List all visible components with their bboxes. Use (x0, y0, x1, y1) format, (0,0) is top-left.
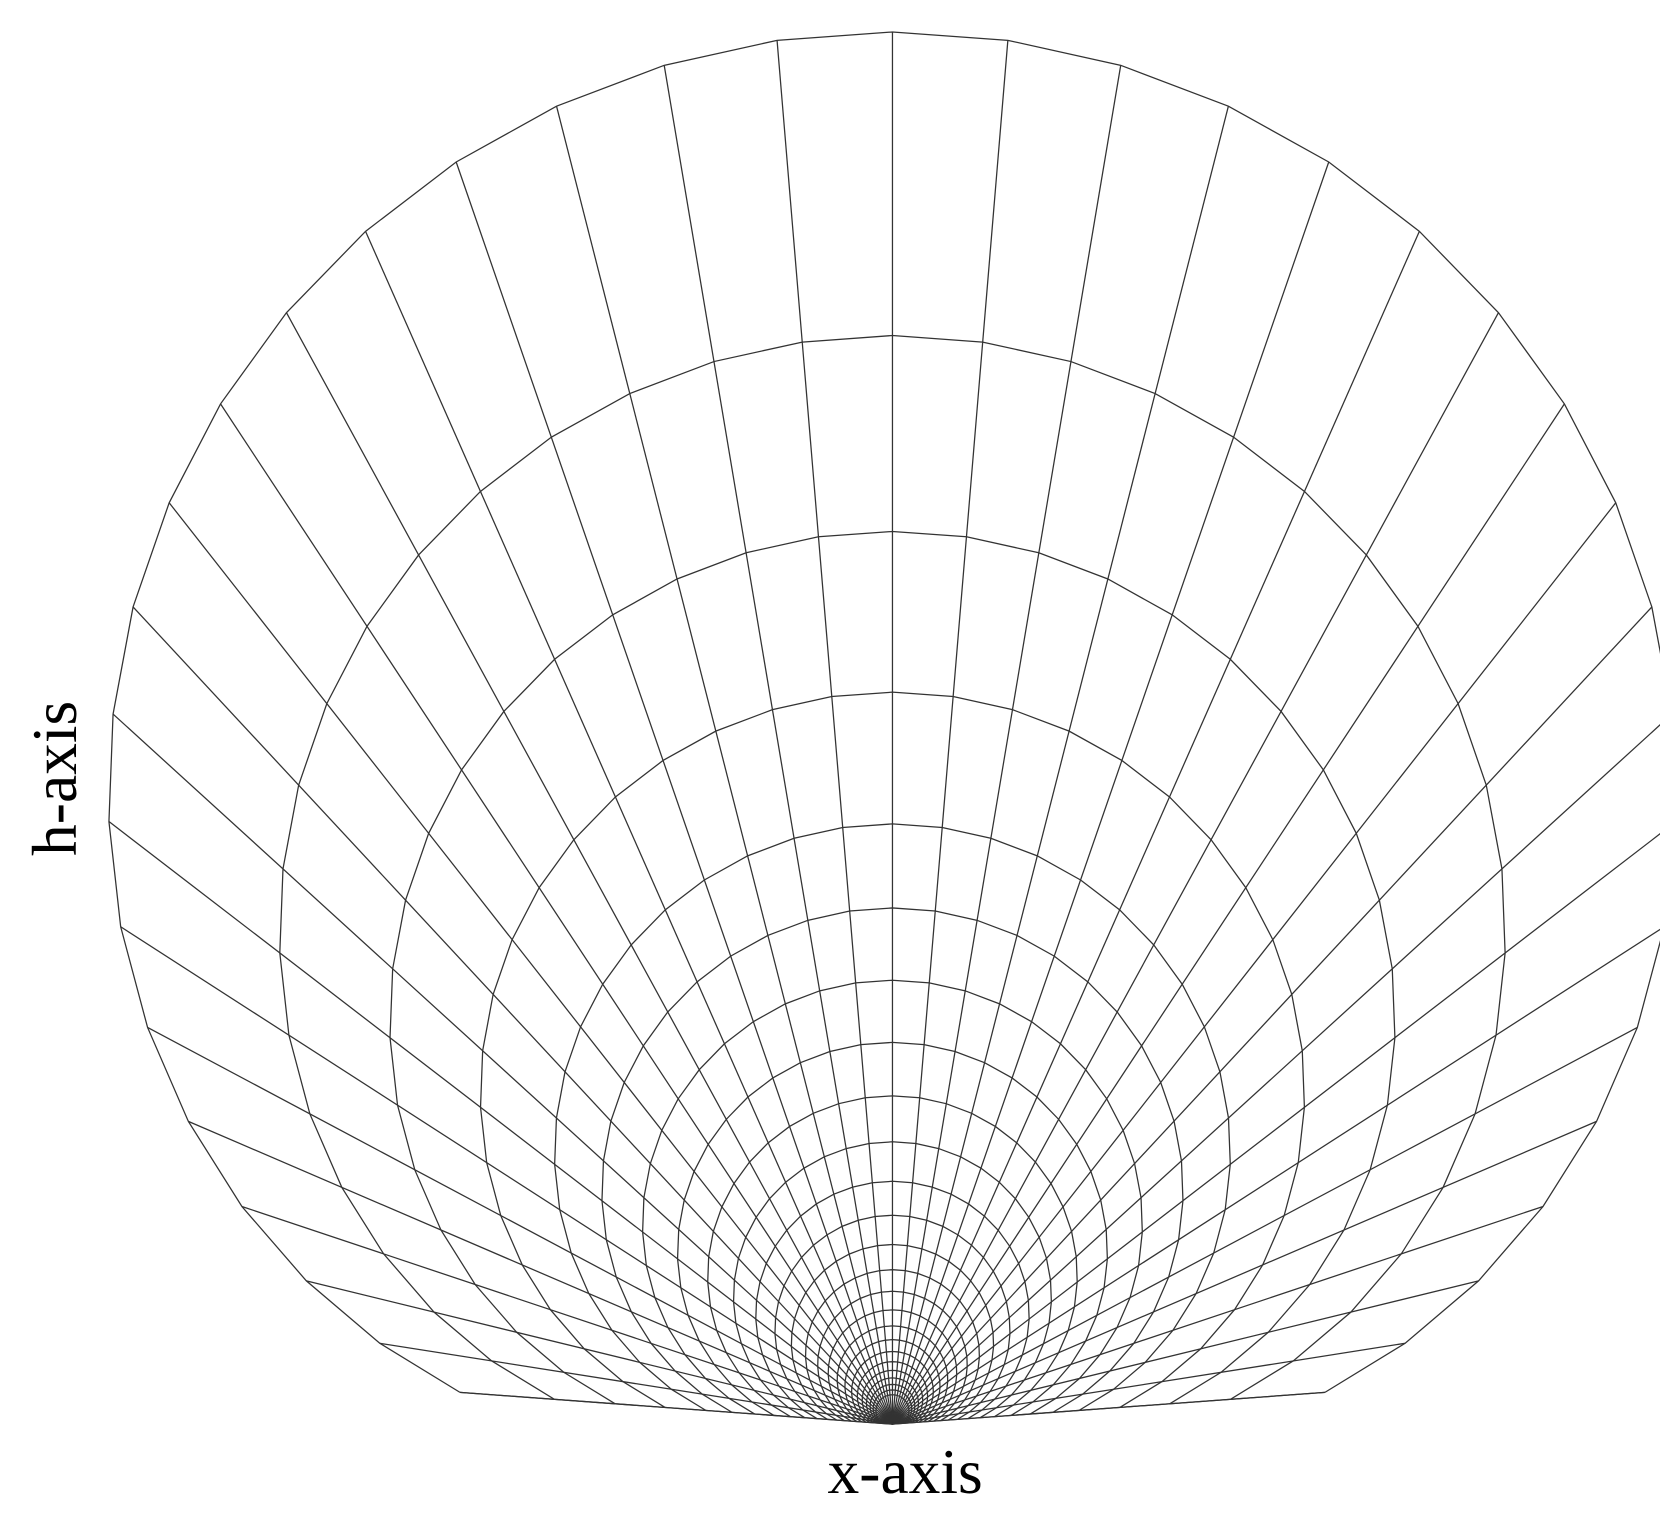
ray (219, 403, 893, 1425)
ray (241, 1205, 893, 1425)
ray (891, 161, 1330, 1425)
ring (869, 1383, 916, 1424)
ring (707, 1095, 1078, 1418)
ring (817, 1290, 968, 1422)
ray (285, 312, 894, 1425)
ray (892, 1342, 1406, 1425)
ray (892, 1120, 1597, 1425)
ring (872, 1389, 913, 1424)
ring (856, 1361, 929, 1424)
ray (188, 1120, 893, 1425)
ray (892, 928, 1660, 1425)
ring (804, 1269, 981, 1422)
ray (120, 926, 893, 1425)
ray (455, 161, 894, 1425)
ray (891, 231, 1420, 1425)
ray (663, 65, 894, 1425)
ray (892, 1205, 1544, 1425)
ring (554, 823, 1231, 1412)
ring (676, 1041, 1109, 1417)
ring (790, 1243, 995, 1421)
mesh (108, 31, 1660, 1425)
ray (892, 1026, 1638, 1425)
ray (555, 106, 894, 1425)
ray (891, 312, 1500, 1425)
ring (836, 1325, 949, 1423)
ray (108, 821, 893, 1425)
ray (132, 606, 893, 1425)
ring (861, 1369, 924, 1424)
ring (389, 530, 1396, 1405)
ray (892, 724, 1660, 1425)
ray (891, 403, 1565, 1425)
ring (774, 1214, 1011, 1420)
ring (844, 1339, 941, 1423)
ray (891, 606, 1653, 1425)
x-axis-label: x-axis (828, 1436, 983, 1507)
ray (379, 1342, 893, 1425)
ray (891, 106, 1229, 1425)
ring (732, 1141, 1053, 1419)
ray (891, 65, 1122, 1425)
base-edge (459, 1391, 1325, 1425)
ring (641, 979, 1143, 1415)
ring (755, 1180, 1030, 1420)
h-axis-label: h-axis (19, 701, 90, 856)
ring (865, 1377, 920, 1424)
ray (147, 1026, 893, 1425)
ring (279, 334, 1506, 1400)
ray (364, 231, 894, 1425)
ray (776, 40, 894, 1425)
ray (892, 833, 1660, 1425)
ring (479, 691, 1306, 1408)
ray (892, 1280, 1479, 1425)
ray (112, 713, 893, 1425)
ray (168, 502, 893, 1425)
ring (601, 907, 1184, 1413)
ray (891, 502, 1617, 1425)
ray (306, 1280, 893, 1425)
outer-boundary (108, 31, 1660, 1393)
ring (875, 1394, 910, 1425)
ray (891, 40, 1009, 1425)
ring (827, 1309, 958, 1423)
ring (850, 1350, 934, 1423)
